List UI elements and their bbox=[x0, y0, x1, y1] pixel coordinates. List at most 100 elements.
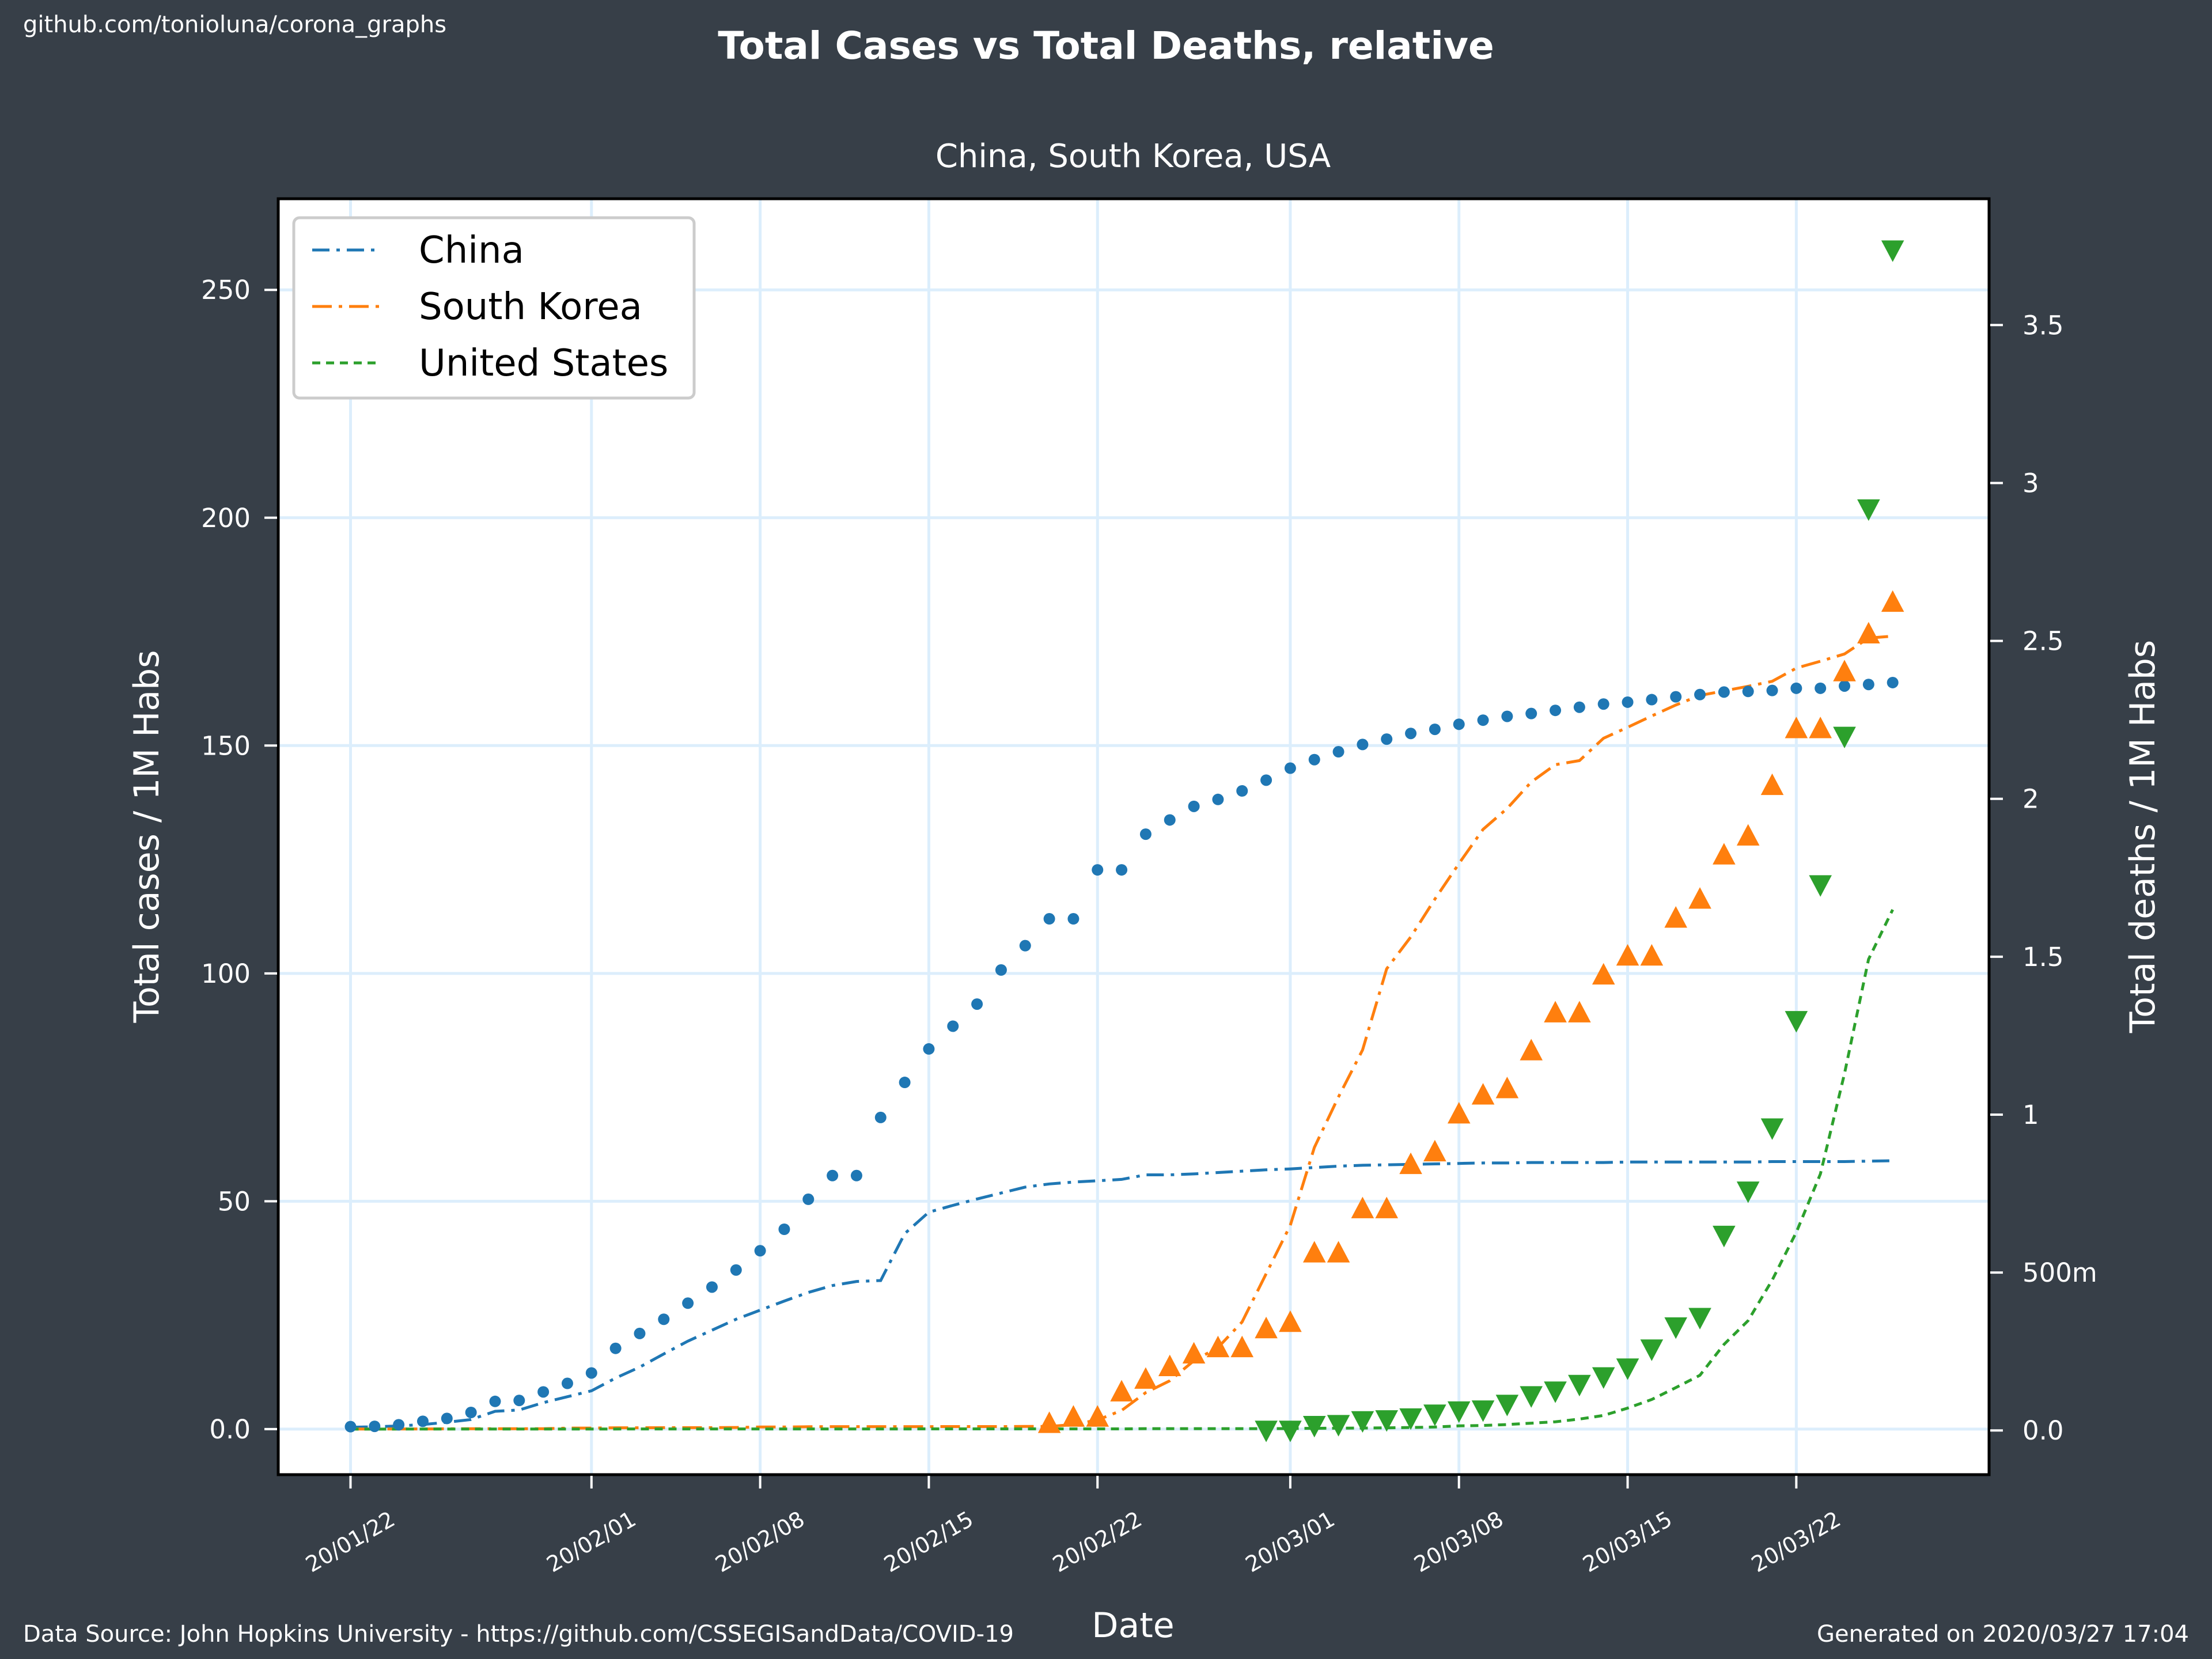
deaths-point bbox=[537, 1386, 550, 1398]
deaths-point bbox=[1640, 944, 1664, 966]
data-source-label: Data Source: John Hopkins University - h… bbox=[23, 1621, 1014, 1647]
deaths-point bbox=[1568, 1374, 1591, 1397]
deaths-point bbox=[1116, 864, 1128, 876]
y2-tick-label: 1 bbox=[2022, 1100, 2039, 1130]
y-axis-title-right: Total deaths / 1M Habs bbox=[2123, 640, 2163, 1033]
deaths-point bbox=[609, 1342, 622, 1354]
deaths-point bbox=[658, 1313, 670, 1325]
deaths-point bbox=[1736, 824, 1760, 846]
deaths-point bbox=[1862, 679, 1874, 691]
deaths-point bbox=[1405, 728, 1417, 740]
y-tick-label: 50 bbox=[218, 1186, 251, 1217]
deaths-point bbox=[706, 1281, 718, 1293]
deaths-point bbox=[1520, 1039, 1543, 1060]
deaths-point bbox=[441, 1412, 453, 1425]
deaths-point bbox=[1857, 499, 1880, 521]
deaths-point bbox=[1520, 1386, 1543, 1408]
deaths-point bbox=[1742, 685, 1754, 698]
deaths-point bbox=[1453, 718, 1465, 730]
deaths-point bbox=[1670, 691, 1682, 703]
deaths-point bbox=[1375, 1410, 1399, 1432]
deaths-point bbox=[1809, 717, 1832, 738]
deaths-point bbox=[1429, 724, 1441, 736]
deaths-point bbox=[1622, 696, 1634, 708]
deaths-point bbox=[1887, 676, 1899, 688]
deaths-point bbox=[1495, 1077, 1519, 1099]
source-repo-label: github.com/tonioluna/corona_graphs bbox=[23, 12, 446, 38]
deaths-point bbox=[1092, 864, 1104, 876]
legend-entry: United States bbox=[419, 342, 668, 385]
deaths-point bbox=[1495, 1395, 1519, 1416]
deaths-point bbox=[1501, 710, 1513, 722]
y-tick-label: 100 bbox=[201, 959, 251, 989]
deaths-point bbox=[995, 964, 1007, 976]
deaths-point bbox=[1139, 828, 1152, 840]
deaths-point bbox=[923, 1043, 935, 1055]
deaths-point bbox=[1067, 913, 1080, 925]
deaths-point bbox=[802, 1193, 815, 1205]
deaths-point bbox=[1881, 240, 1904, 262]
deaths-point bbox=[1544, 1381, 1567, 1403]
deaths-point bbox=[465, 1406, 477, 1418]
deaths-point bbox=[1255, 1421, 1278, 1442]
deaths-point bbox=[1616, 944, 1639, 966]
deaths-point bbox=[1664, 906, 1687, 928]
legend: China South Korea United States bbox=[292, 216, 696, 400]
deaths-point bbox=[1423, 1139, 1446, 1162]
deaths-point bbox=[899, 1077, 911, 1089]
y-tick-label: 200 bbox=[201, 503, 251, 533]
deaths-point bbox=[1302, 1415, 1326, 1438]
deaths-point bbox=[1790, 682, 1802, 694]
deaths-point bbox=[1260, 774, 1272, 786]
deaths-point bbox=[1785, 717, 1808, 738]
deaths-point bbox=[1640, 1339, 1664, 1361]
cases-line bbox=[350, 634, 1893, 1431]
y-tick-label: 0.0 bbox=[209, 1414, 251, 1445]
deaths-point bbox=[1646, 694, 1658, 706]
deaths-point bbox=[1815, 682, 1827, 694]
deaths-point bbox=[1713, 1225, 1736, 1248]
deaths-point bbox=[1525, 707, 1537, 719]
deaths-point bbox=[682, 1297, 694, 1309]
deaths-point bbox=[827, 1169, 839, 1181]
deaths-point bbox=[1381, 733, 1393, 745]
deaths-point bbox=[730, 1264, 742, 1276]
deaths-point bbox=[1592, 1367, 1615, 1389]
cases-line bbox=[350, 1159, 1893, 1429]
deaths-point bbox=[1043, 913, 1055, 925]
deaths-point bbox=[1785, 1011, 1808, 1033]
deaths-point bbox=[1592, 963, 1615, 985]
y-axis-left: 0.0 50 100 150 200 250 bbox=[201, 275, 277, 1445]
deaths-point bbox=[1308, 753, 1320, 766]
deaths-point bbox=[1688, 1308, 1711, 1330]
deaths-point bbox=[1351, 1196, 1374, 1218]
cases-line bbox=[350, 909, 1894, 1431]
deaths-point bbox=[778, 1223, 790, 1235]
deaths-point bbox=[489, 1395, 501, 1407]
legend-box bbox=[292, 216, 696, 400]
deaths-point bbox=[344, 1421, 357, 1433]
y2-tick-label: 3 bbox=[2022, 468, 2039, 498]
deaths-point bbox=[634, 1327, 646, 1339]
chart-title: Total Cases vs Total Deaths, relative bbox=[718, 24, 1494, 68]
deaths-point bbox=[416, 1415, 429, 1427]
legend-entry: South Korea bbox=[419, 286, 642, 328]
legend-entry: China bbox=[419, 229, 524, 272]
deaths-point bbox=[1332, 746, 1344, 758]
deaths-point bbox=[1158, 1354, 1181, 1376]
deaths-point bbox=[1423, 1404, 1446, 1426]
plot-area bbox=[278, 199, 1989, 1475]
deaths-point bbox=[1664, 1317, 1687, 1339]
deaths-point bbox=[1471, 1400, 1495, 1422]
y2-tick-label: 3.5 bbox=[2022, 310, 2064, 340]
y2-tick-label: 500m bbox=[2022, 1257, 2097, 1288]
series-layer bbox=[344, 240, 1904, 1442]
generated-timestamp: Generated on 2020/03/27 17:04 bbox=[1817, 1621, 2189, 1647]
deaths-point bbox=[1327, 1415, 1350, 1437]
deaths-point bbox=[1019, 940, 1031, 952]
deaths-point bbox=[1399, 1408, 1422, 1430]
y-axis-title-left: Total cases / 1M Habs bbox=[127, 650, 167, 1024]
deaths-point bbox=[1713, 843, 1736, 865]
deaths-point bbox=[850, 1169, 862, 1181]
